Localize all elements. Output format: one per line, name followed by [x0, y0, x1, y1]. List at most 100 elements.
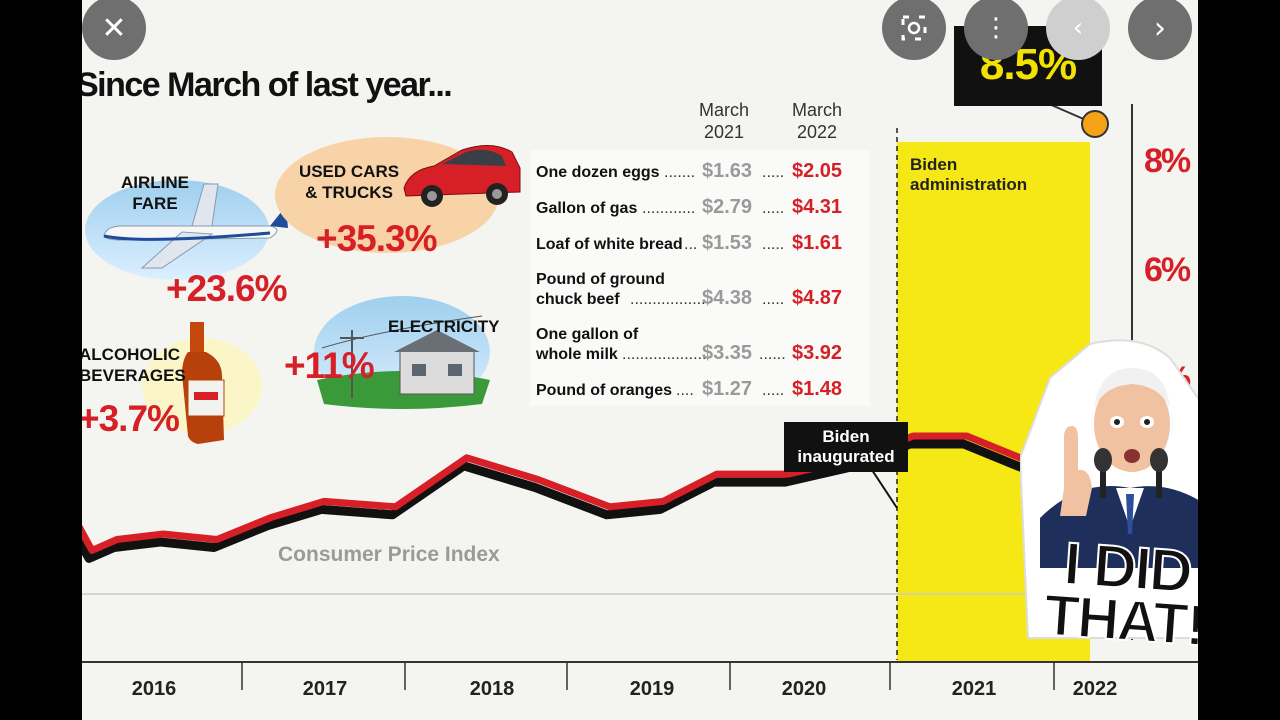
leader-dots: .....	[762, 164, 784, 181]
row-item: Gallon of gas	[536, 200, 637, 217]
lens-icon	[901, 15, 927, 41]
leader-dots: .....	[762, 200, 784, 217]
airline-illustration	[85, 180, 288, 280]
next-button[interactable]: ›	[1128, 0, 1192, 60]
x-tick-label: 2019	[630, 678, 675, 700]
airline-label-line2: FARE	[132, 194, 177, 213]
price-row: One gallon of whole milk ...............…	[535, 326, 842, 364]
price-2022: $1.61	[792, 232, 842, 254]
cpi-line-shadow	[82, 439, 1198, 563]
alcohol-illustration	[142, 322, 262, 444]
price-2022: $1.48	[792, 378, 842, 400]
electricity-label: ELECTRICITY	[388, 317, 500, 336]
chevron-left-icon: ‹	[1072, 13, 1084, 43]
close-button[interactable]: ✕	[82, 0, 146, 60]
leader-dots: ............	[642, 200, 695, 217]
chevron-right-icon: ›	[1154, 10, 1166, 46]
previous-button[interactable]: ‹	[1046, 0, 1110, 60]
biden-admin-label-line2: administration	[910, 175, 1027, 194]
x-tick-label: 2020	[782, 678, 827, 700]
price-row: Gallon of gas ............ $2.79 ..... $…	[536, 196, 842, 218]
latest-point-marker	[1081, 110, 1109, 138]
col-header-2022-year: 2022	[797, 122, 837, 142]
leader-dots: .....	[762, 291, 784, 308]
price-2022: $3.92	[792, 342, 842, 364]
leader-dots: ....	[676, 382, 694, 399]
x-tick-label: 2018	[470, 678, 515, 700]
airline-label-line1: AIRLINE	[121, 173, 189, 192]
hair	[1094, 368, 1170, 408]
price-2021: $1.53	[702, 232, 752, 254]
price-row: One dozen eggs ....... $1.63 ..... $2.05	[536, 160, 842, 182]
lens-button[interactable]	[882, 0, 946, 60]
tie	[1126, 494, 1134, 534]
y-tick-label: 8%	[1144, 142, 1191, 180]
biden-inaugurated-callout: Biden inaugurated	[784, 422, 908, 472]
inaugurated-pointer	[871, 469, 898, 509]
callout-line2: inaugurated	[797, 447, 895, 466]
page-title: Since March of last year...	[82, 66, 451, 104]
beer-bottle-icon	[182, 322, 225, 444]
y-tick-label: 6%	[1144, 251, 1191, 289]
used-cars-illustration	[275, 137, 521, 253]
col-header-2021-year: 2021	[704, 122, 744, 142]
row-item: One dozen eggs	[536, 164, 660, 181]
electricity-change: +11%	[284, 345, 374, 386]
raised-finger	[1060, 426, 1092, 516]
price-2021: $2.79	[702, 196, 752, 218]
callout-line1: Biden	[822, 427, 870, 446]
row-item: One gallon of	[536, 326, 639, 343]
power-line-icon	[321, 315, 483, 398]
portrait-illustration	[1040, 368, 1198, 568]
col-header-2021-month: March	[699, 100, 749, 120]
row-item: Loaf of white bread	[536, 236, 683, 253]
price-2021: $3.35	[702, 342, 752, 364]
x-tick-label: 2021	[952, 678, 997, 700]
leader-dots: ...................	[622, 346, 706, 363]
biden-admin-label-line1: Biden	[910, 155, 957, 174]
leader-dots: ...	[684, 236, 697, 253]
price-2022: $2.05	[792, 160, 842, 182]
price-row: Pound of oranges .... $1.27 ..... $1.48	[536, 378, 842, 400]
year-separators	[241, 662, 1055, 690]
car-icon	[403, 145, 521, 207]
price-row: Pound of ground chuck beef .............…	[536, 271, 842, 309]
x-tick-label: 2017	[303, 678, 348, 700]
electricity-illustration	[314, 296, 490, 409]
row-item: Pound of ground	[536, 271, 665, 288]
house-icon	[394, 330, 480, 395]
row-item: chuck beef	[536, 291, 620, 308]
row-item: Pound of oranges	[536, 382, 672, 399]
close-icon: ✕	[101, 10, 127, 46]
more-vert-icon: ⋮	[983, 13, 1009, 43]
alcohol-change: +3.7%	[82, 398, 179, 439]
cars-change: +35.3%	[316, 218, 437, 259]
price-row: Loaf of white bread ... $1.53 ..... $1.6…	[536, 232, 842, 254]
leader-dots: ......	[759, 346, 786, 363]
sticker-line1: I DID	[1062, 530, 1193, 606]
leader-dots: .................	[630, 291, 706, 308]
x-tick-label: 2016	[132, 678, 177, 700]
more-button[interactable]: ⋮	[964, 0, 1028, 60]
leader-dots: .......	[664, 164, 695, 181]
airline-change: +23.6%	[166, 268, 287, 309]
sticker: I DID THAT!	[1020, 339, 1198, 648]
price-2021: $1.27	[702, 378, 752, 400]
price-2021: $4.38	[702, 287, 752, 309]
price-table-bg	[530, 150, 870, 406]
leader-dots: .....	[762, 236, 784, 253]
cpi-line	[82, 432, 1198, 554]
alcohol-label-line2: BEVERAGES	[82, 366, 186, 385]
x-tick-label: 2022	[1073, 678, 1118, 700]
mouth	[1124, 449, 1140, 463]
series-label: Consumer Price Index	[278, 543, 500, 566]
col-header-2022-month: March	[792, 100, 842, 120]
row-item: whole milk	[535, 346, 618, 363]
microphone-icon	[1094, 448, 1168, 498]
price-2022: $4.31	[792, 196, 842, 218]
price-2021: $1.63	[702, 160, 752, 182]
price-2022: $4.87	[792, 287, 842, 309]
alcohol-label-line1: ALCOHOLIC	[82, 345, 180, 364]
